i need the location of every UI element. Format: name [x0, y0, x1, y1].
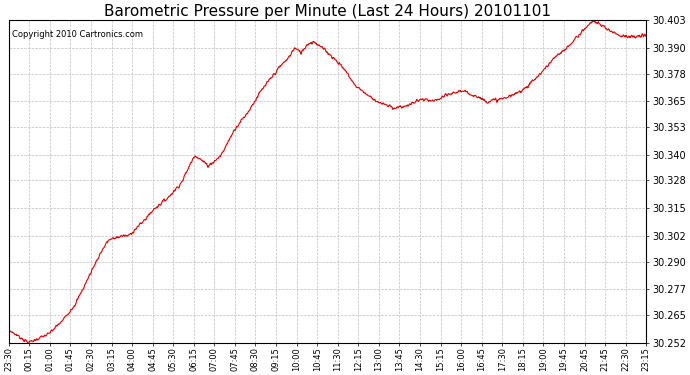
Title: Barometric Pressure per Minute (Last 24 Hours) 20101101: Barometric Pressure per Minute (Last 24 …	[104, 4, 551, 19]
Text: Copyright 2010 Cartronics.com: Copyright 2010 Cartronics.com	[12, 30, 143, 39]
